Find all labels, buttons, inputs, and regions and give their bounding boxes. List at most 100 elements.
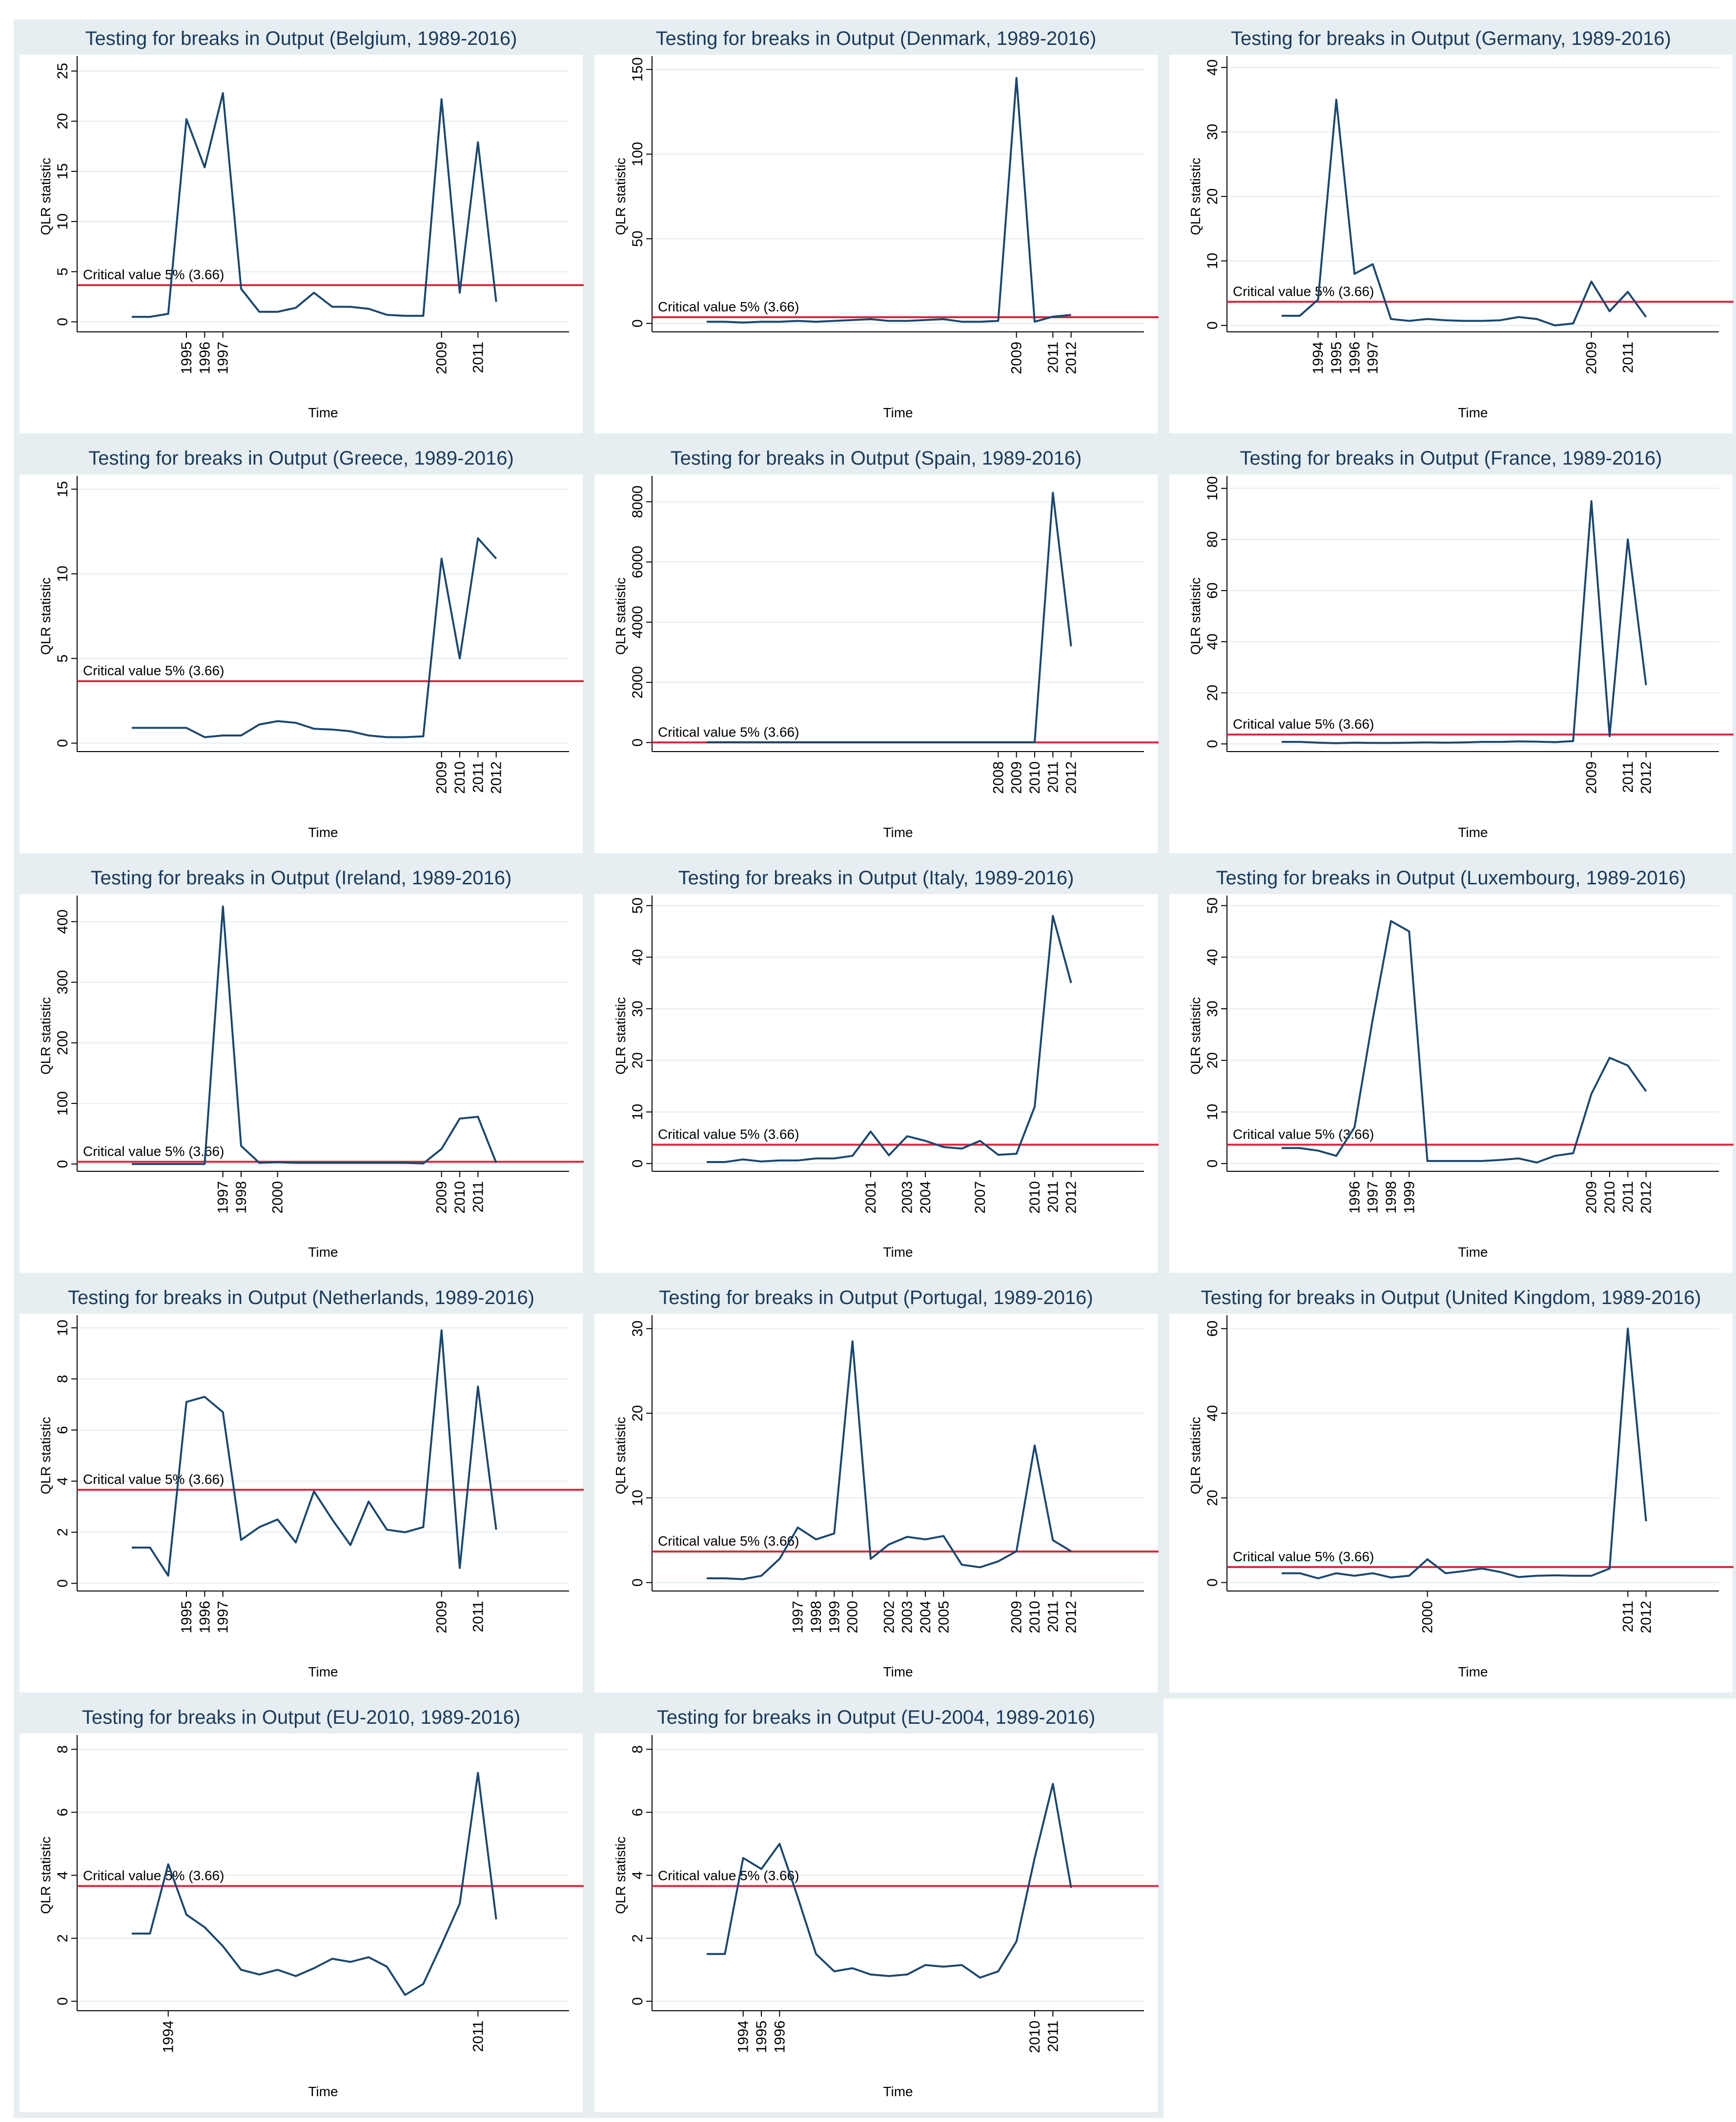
y-tick-label: 5 xyxy=(55,267,71,276)
series-line xyxy=(132,905,497,1165)
y-axis-label: QLR statistic xyxy=(38,1417,53,1494)
x-tick-label: 2012 xyxy=(1638,1181,1654,1214)
x-tick-label: 2011 xyxy=(470,342,486,373)
x-tick-label: 2000 xyxy=(270,1181,286,1214)
panel: Testing for breaks in Output (Italy, 198… xyxy=(589,859,1164,1279)
y-tick-label: 0 xyxy=(1205,1578,1221,1587)
x-tick-label: 2009 xyxy=(1584,342,1600,374)
panel: Testing for breaks in Output (Greece, 19… xyxy=(14,439,589,859)
y-tick-label: 20 xyxy=(1205,188,1221,204)
x-tick-label: 1996 xyxy=(197,342,213,374)
x-tick-label: 2005 xyxy=(936,1601,952,1633)
x-tick-label: 1996 xyxy=(1347,1181,1363,1214)
x-tick-label: 2011 xyxy=(1620,1181,1636,1213)
y-tick-label: 10 xyxy=(630,1490,646,1506)
y-tick-label: 25 xyxy=(55,63,71,79)
panel: Testing for breaks in Output (Ireland, 1… xyxy=(14,859,589,1279)
x-tick-label: 1997 xyxy=(790,1601,806,1633)
x-tick-label: 2012 xyxy=(489,761,505,794)
y-tick-label: 50 xyxy=(630,898,646,914)
x-tick-label: 2010 xyxy=(1027,1601,1043,1633)
critical-annotation: Critical value 5% (3.66) xyxy=(83,663,224,678)
x-tick-label: 2012 xyxy=(1063,1601,1080,1633)
x-tick-label: 2012 xyxy=(1063,342,1080,374)
x-tick-label: 2012 xyxy=(1063,1181,1080,1214)
series-line xyxy=(132,92,497,318)
critical-annotation: Critical value 5% (3.66) xyxy=(658,724,799,739)
y-tick-label: 2 xyxy=(55,1528,71,1536)
x-tick-label: 2009 xyxy=(1584,1181,1600,1214)
series-line xyxy=(132,1772,497,1996)
graph-region xyxy=(594,1314,1158,1693)
graph-region xyxy=(20,894,583,1273)
x-tick-label: 1999 xyxy=(826,1601,842,1633)
graph-region xyxy=(1169,1314,1733,1693)
x-tick-label: 2008 xyxy=(990,761,1006,794)
critical-annotation: Critical value 5% (3.66) xyxy=(1233,1549,1374,1564)
x-tick-label: 2012 xyxy=(1063,761,1080,794)
y-tick-label: 6 xyxy=(55,1808,71,1816)
y-tick-label: 40 xyxy=(630,949,646,965)
x-tick-label: 1996 xyxy=(197,1601,213,1633)
y-tick-label: 0 xyxy=(55,1160,71,1168)
x-tick-label: 1997 xyxy=(215,342,231,374)
y-axis-label: QLR statistic xyxy=(38,1836,53,1914)
x-tick-label: 2009 xyxy=(1009,761,1025,794)
critical-annotation: Critical value 5% (3.66) xyxy=(83,1144,224,1159)
y-tick-label: 30 xyxy=(630,1000,646,1017)
x-axis-label: Time xyxy=(308,825,338,840)
x-tick-label: 1994 xyxy=(1310,342,1327,374)
critical-annotation: Critical value 5% (3.66) xyxy=(658,1533,799,1549)
x-tick-label: 1996 xyxy=(772,2020,788,2053)
y-axis-label: QLR statistic xyxy=(1188,997,1203,1075)
chart-title: Testing for breaks in Output (EU-2004, 1… xyxy=(657,1707,1095,1728)
panel: Testing for breaks in Output (EU-2004, 1… xyxy=(589,1698,1164,2118)
y-tick-label: 15 xyxy=(55,163,71,179)
series-line xyxy=(707,915,1072,1163)
y-tick-label: 50 xyxy=(1205,898,1221,914)
y-tick-label: 100 xyxy=(630,142,646,166)
x-axis-label: Time xyxy=(1458,405,1488,420)
x-tick-label: 2009 xyxy=(434,1601,450,1633)
series-line xyxy=(1282,1327,1647,1579)
y-tick-label: 10 xyxy=(55,1320,71,1336)
chart-title: Testing for breaks in Output (Greece, 19… xyxy=(88,448,514,469)
x-tick-label: 2011 xyxy=(470,1181,486,1213)
y-tick-label: 100 xyxy=(55,1091,71,1116)
graph-region xyxy=(20,474,583,853)
x-axis-label: Time xyxy=(308,405,338,420)
series-line xyxy=(707,1340,1072,1580)
y-tick-label: 60 xyxy=(1205,582,1221,598)
x-axis-label: Time xyxy=(308,1245,338,1260)
y-tick-label: 15 xyxy=(55,481,71,497)
y-tick-label: 2 xyxy=(55,1934,71,1942)
panel: Testing for breaks in Output (France, 19… xyxy=(1164,439,1736,859)
y-tick-label: 0 xyxy=(630,738,646,747)
y-tick-label: 2000 xyxy=(630,666,646,699)
x-axis-label: Time xyxy=(1458,825,1488,840)
y-tick-label: 60 xyxy=(1205,1321,1221,1337)
panel: Testing for breaks in Output (Spain, 198… xyxy=(589,439,1164,859)
y-tick-label: 8 xyxy=(630,1745,646,1754)
y-tick-label: 30 xyxy=(1205,1000,1221,1017)
y-tick-label: 20 xyxy=(1205,1490,1221,1506)
y-axis-label: QLR statistic xyxy=(1188,158,1203,235)
y-axis-label: QLR statistic xyxy=(1188,577,1203,655)
x-axis-label: Time xyxy=(883,1664,913,1679)
x-tick-label: 2010 xyxy=(1027,1181,1043,1214)
x-tick-label: 1995 xyxy=(1328,342,1345,374)
y-tick-label: 0 xyxy=(55,318,71,326)
critical-annotation: Critical value 5% (3.66) xyxy=(83,1868,224,1883)
x-tick-label: 1998 xyxy=(1383,1181,1399,1214)
y-tick-label: 400 xyxy=(55,909,71,934)
series-line xyxy=(132,537,497,738)
y-tick-label: 20 xyxy=(630,1405,646,1421)
x-tick-label: 2009 xyxy=(1009,1601,1025,1633)
x-tick-label: 1999 xyxy=(1401,1181,1417,1214)
graph-region xyxy=(1169,55,1733,433)
graph-region xyxy=(594,1734,1158,2112)
x-tick-label: 2009 xyxy=(1584,761,1600,794)
series-line xyxy=(1282,920,1647,1163)
y-tick-label: 0 xyxy=(630,319,646,327)
